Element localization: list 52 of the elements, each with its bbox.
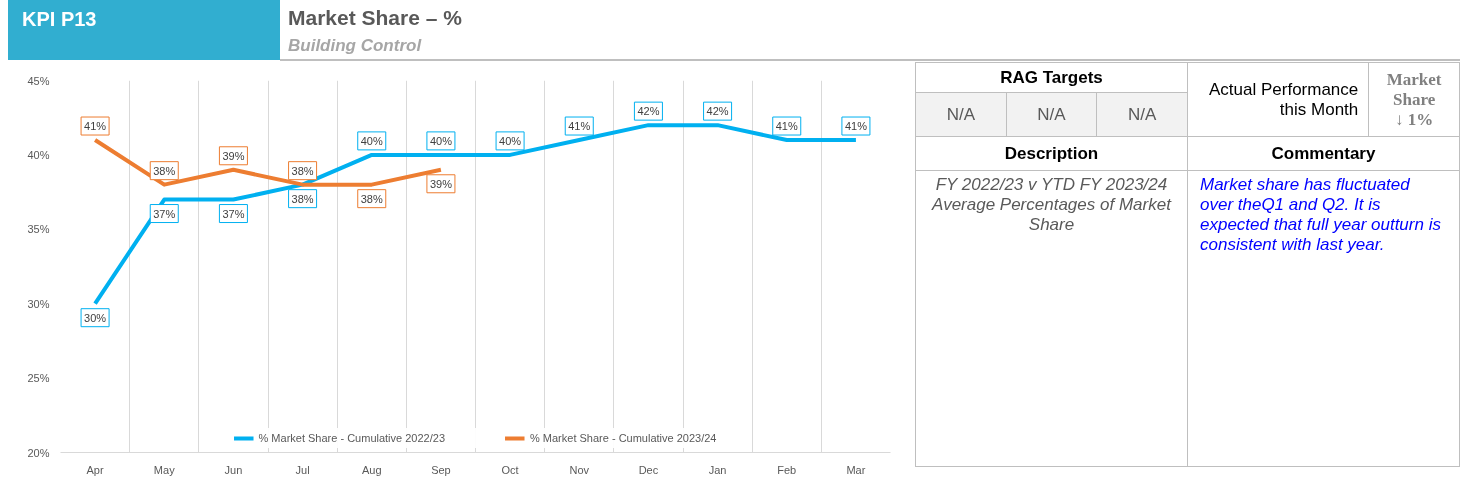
legend-label: % Market Share - Cumulative 2022/23 [258,432,445,444]
data-label: 41% [844,120,868,133]
data-label: 38% [291,164,314,177]
x-tick-label: Sep [431,463,451,476]
data-label: 41% [84,120,107,133]
y-tick-label: 35% [27,223,50,236]
text: FY 2022/23 v YTD FY 2023/24 Average Percentages of Market Share [915,170,1188,467]
chart-title: Market Share – % [288,6,462,30]
text: RAG Targets [915,62,1188,93]
y-tick-label: 30% [27,297,50,310]
text: ↓ 1% [1395,109,1434,129]
y-tick-label: 25% [27,372,50,385]
data-label: 42% [637,105,660,118]
data-label: 39% [429,177,453,190]
x-tick-label: Nov [569,463,590,476]
text: N/A [915,92,1007,137]
x-tick-label: Oct [501,463,519,476]
data-label: 42% [706,105,729,118]
y-tick-label: 40% [27,148,50,161]
data-label: 37% [153,207,176,220]
text: N/A [1006,92,1097,137]
x-tick-label: Mar [846,463,866,476]
text: KPI P13 [8,0,280,60]
y-tick-label: 20% [27,446,50,459]
x-tick-label: May [153,463,176,476]
legend-label: % Market Share - Cumulative 2023/24 [530,432,717,444]
data-label: 37% [222,207,245,220]
data-label: 40% [360,134,383,147]
x-tick-label: Jun [224,463,243,476]
text: Market share has fluctuated over theQ1 and Q2. It is expected that full year outturn is consistent with last year. [1187,170,1460,467]
data-label: 39% [222,149,245,162]
data-label: 38% [360,192,383,205]
chart-subtitle: Building Control [288,36,422,56]
x-tick-label: Dec [638,463,659,476]
data-label: 41% [775,120,798,133]
y-tick-label: 45% [27,74,50,87]
data-label: 38% [153,164,176,177]
data-label: 38% [291,192,314,205]
text: Actual Performance this Month [1187,62,1369,137]
text: N/A [1096,92,1188,137]
text: Description [915,136,1188,171]
x-tick-label: Feb [777,463,797,476]
x-tick-label: Apr [86,463,104,476]
data-label: 40% [499,134,522,147]
data-label: 41% [568,120,591,133]
x-tick-label: Jan [708,463,727,476]
text: Market Share [1386,69,1442,109]
x-tick-label: Jul [295,463,310,476]
data-label: 30% [84,311,107,324]
text: Commentary [1187,136,1460,171]
x-tick-label: Aug [361,463,382,476]
data-label: 40% [429,134,453,147]
